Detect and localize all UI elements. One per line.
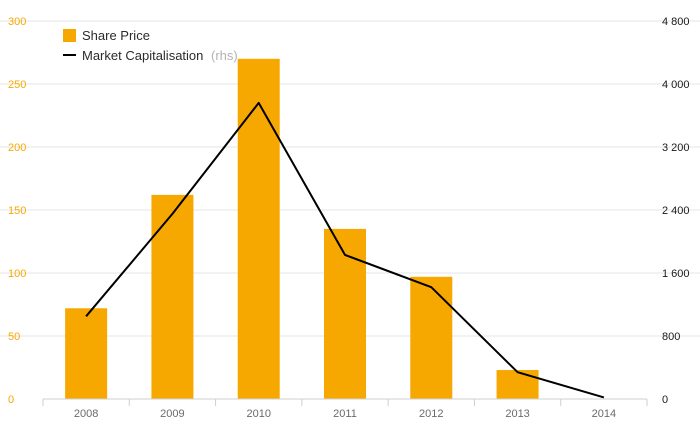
- bar-series: [65, 58, 539, 400]
- bar-share-price-2010: [237, 58, 280, 400]
- legend: Share Price Market Capitalisation (rhs): [63, 28, 238, 63]
- legend-swatch-share-price: [63, 29, 76, 42]
- y-right-tick-label: 4 000: [662, 79, 690, 91]
- y-right-tick-label: 0: [662, 394, 668, 406]
- y-right-tick-label: 3 200: [662, 142, 690, 154]
- x-tick-label: 2009: [160, 408, 184, 420]
- line-series: [85, 101, 605, 399]
- x-tick-label: 2008: [74, 408, 98, 420]
- x-tick-label: 2013: [505, 408, 529, 420]
- y-left-tick-label: 300: [8, 16, 26, 28]
- tick-labels: 0 50 100 150 200 250 300 0 800 1 600 2 400 3 200 4 0…: [8, 16, 690, 420]
- x-axis: [42, 398, 648, 406]
- y-left-tick-label: 250: [8, 79, 26, 91]
- y-right-tick-label: 1 600: [662, 268, 690, 280]
- bar-share-price-2012: [410, 276, 453, 399]
- bar-share-price-2008: [65, 308, 108, 399]
- y-right-tick-label: 4 800: [662, 16, 690, 28]
- x-tick-label: 2014: [592, 408, 616, 420]
- bar-share-price-2009: [151, 194, 194, 399]
- grid: [0, 20, 700, 337]
- legend-label-market-cap-name: Market Capitalisation: [82, 48, 203, 63]
- y-left-tick-label: 200: [8, 142, 26, 154]
- y-left-tick-label: 100: [8, 268, 26, 280]
- y-left-tick-label: 0: [8, 394, 14, 406]
- line-market-capitalisation: [85, 101, 605, 399]
- y-right-tick-label: 800: [662, 331, 680, 343]
- bar-share-price-2011: [324, 228, 366, 399]
- x-tick-label: 2010: [246, 408, 270, 420]
- legend-label-market-cap-suffix: (rhs): [211, 48, 238, 63]
- x-tick-label: 2012: [419, 408, 443, 420]
- y-left-tick-label: 50: [8, 331, 20, 343]
- legend-label-share-price: Share Price: [82, 28, 150, 43]
- x-tick-label: 2011: [333, 408, 357, 420]
- bar-share-price-2013: [496, 370, 539, 399]
- y-left-tick-label: 150: [8, 205, 26, 217]
- legend-label-market-cap: Market Capitalisation (rhs): [82, 48, 238, 63]
- y-right-tick-label: 2 400: [662, 205, 690, 217]
